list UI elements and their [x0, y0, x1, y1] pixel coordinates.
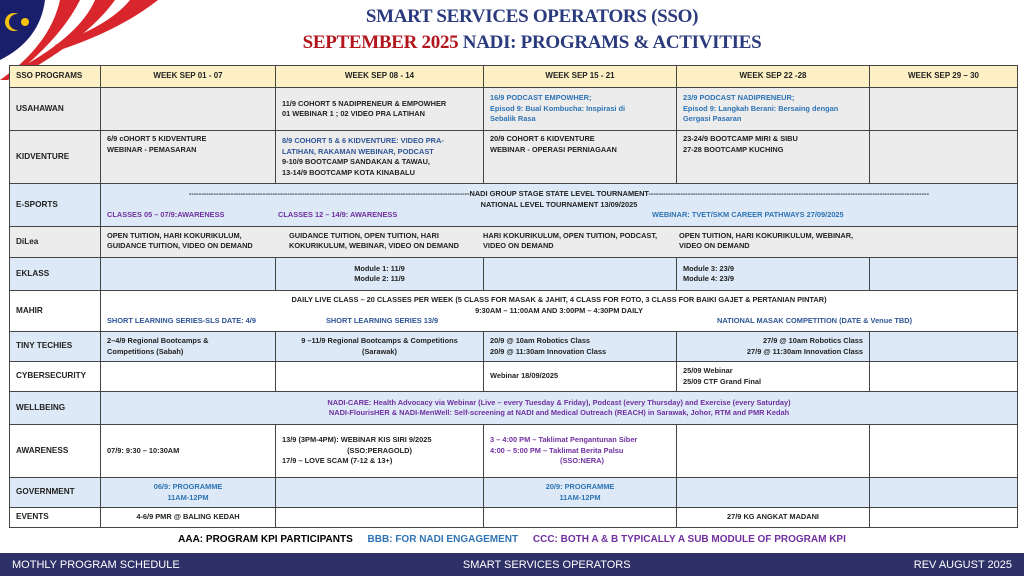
row-label: CYBERSECURITY	[9, 361, 101, 392]
row-label: E-SPORTS	[9, 183, 101, 227]
row-events: EVENTS 4-6/9 PMR @ BALING KEDAH 27/9 KG …	[9, 507, 1018, 528]
row-mahir: MAHIR DAILY LIVE CLASS – 20 CLASSES PER …	[9, 290, 1018, 332]
header-week-3: WEEK SEP 15 - 21	[483, 65, 677, 88]
legend-bbb: BBB: FOR NADI ENGAGEMENT	[367, 534, 519, 545]
cell: 9 –11/9 Regional Bootcamps & Competition…	[275, 331, 484, 362]
row-label: AWARENESS	[9, 424, 101, 478]
cell: 2–4/9 Regional Bootcamps & Competitions (…	[100, 331, 276, 362]
title-line-2: SEPTEMBER 2025 NADI: PROGRAMS & ACTIVITI…	[0, 32, 1024, 54]
cell: 4-6/9 PMR @ BALING KEDAH	[100, 507, 276, 528]
row-label: MAHIR	[9, 290, 101, 332]
cell: 23-24/9 BOOTCAMP MIRI & SIBU 27-28 BOOTCA…	[676, 130, 870, 184]
row-wellbeing: WELLBEING NADI-CARE: Health Advocacy via…	[9, 391, 1018, 425]
row-kidventure: KIDVENTURE 6/9 cOHORT 5 KIDVENTURE WEBINA…	[9, 130, 1018, 184]
header-week-2: WEEK SEP 08 - 14	[275, 65, 484, 88]
cell: Module 1: 11/9 Module 2: 11/9	[275, 257, 484, 291]
cell: 20/9 COHORT 6 KIDVENTURE WEBINAR - OPERAS…	[483, 130, 677, 184]
header-week-1: WEEK SEP 01 - 07	[100, 65, 276, 88]
cell: Module 3: 23/9 Module 4: 23/9	[676, 257, 870, 291]
row-awareness: AWARENESS 07/9: 9:30 – 10:30AM 13/9 (3PM…	[9, 424, 1018, 478]
esports-span-cell: ----------------------------------------…	[100, 183, 1018, 227]
cell: 06/9: PROGRAMME 11AM-12PM	[100, 477, 276, 508]
malaysia-flag-logo	[0, 0, 160, 80]
row-label: DiLea	[9, 226, 101, 258]
cell: 27/9 @ 10am Robotics Class 27/9 @ 11:30am…	[676, 331, 870, 362]
cell: 20/9 @ 10am Robotics Class 20/9 @ 11:30am…	[483, 331, 677, 362]
row-usahawan: USAHAWAN 11/9 COHORT 5 NADIPRENEUR & EMP…	[9, 87, 1018, 131]
mahir-span-cell: DAILY LIVE CLASS – 20 CLASSES PER WEEK (…	[100, 290, 1018, 332]
row-label: TINY TECHIES	[9, 331, 101, 362]
cell: 23/9 PODCAST NADIPRENEUR; Episod 9: Langk…	[676, 87, 870, 131]
footer-right: REV AUGUST 2025	[913, 558, 1012, 571]
cell: 3 – 4:00 PM – Taklimat Pengantunan Siber…	[483, 424, 677, 478]
row-label: EKLASS	[9, 257, 101, 291]
cell: 25/09 Webinar 25/09 CTF Grand Final	[676, 361, 870, 392]
legend-ccc: CCC: BOTH A & B TYPICALLY A SUB MODULE O…	[532, 534, 846, 545]
cell: Webinar 18/09/2025	[483, 361, 677, 392]
row-label: KIDVENTURE	[9, 130, 101, 184]
title-rest: NADI: PROGRAMS & ACTIVITIES	[458, 32, 762, 53]
footer-left: MOTHLY PROGRAM SCHEDULE	[12, 558, 180, 571]
cell: 8/9 COHORT 5 & 6 KIDVENTURE: VIDEO PRA- L…	[275, 130, 484, 184]
legend: AAA: PROGRAM KPI PARTICIPANTS BBB: FOR N…	[0, 534, 1024, 545]
wellbeing-span-cell: NADI-CARE: Health Advocacy via Webinar (…	[100, 391, 1018, 425]
header-programs: SSO PROGRAMS	[9, 65, 101, 88]
title-month: SEPTEMBER 2025	[302, 32, 459, 53]
dilea-cells: OPEN TUITION, HARI KOKURIKULUM, GUIDANCE …	[100, 226, 1018, 258]
header-week-4: WEEK SEP 22 -28	[676, 65, 870, 88]
cell: 27/9 KG ANGKAT MADANI	[676, 507, 870, 528]
cell: 20/9: PROGRAMME 11AM-12PM	[483, 477, 677, 508]
row-label: GOVERNMENT	[9, 477, 101, 508]
row-tiny-techies: TINY TECHIES 2–4/9 Regional Bootcamps & C…	[9, 331, 1018, 362]
title-line-1: SMART SERVICES OPERATORS (SSO)	[365, 6, 699, 27]
header-week-5: WEEK SEP 29 – 30	[869, 65, 1018, 88]
cell: 07/9: 9:30 – 10:30AM	[100, 424, 276, 478]
legend-aaa: AAA: PROGRAM KPI PARTICIPANTS	[178, 534, 353, 545]
cell: 11/9 COHORT 5 NADIPRENEUR & EMPOWHER 01 W…	[275, 87, 484, 131]
footer-center: SMART SERVICES OPERATORS	[462, 558, 631, 571]
header-row: SSO PROGRAMS WEEK SEP 01 - 07 WEEK SEP 0…	[9, 65, 1018, 88]
schedule-table: SSO PROGRAMS WEEK SEP 01 - 07 WEEK SEP 0…	[9, 65, 1018, 528]
cell: 16/9 PODCAST EMPOWHER; Episod 9: Bual Kom…	[483, 87, 677, 131]
row-government: GOVERNMENT 06/9: PROGRAMME 11AM-12PM 20/9…	[9, 477, 1018, 508]
cell: 6/9 cOHORT 5 KIDVENTURE WEBINAR - PEMASAR…	[100, 130, 276, 184]
row-label: WELLBEING	[9, 391, 101, 425]
row-label: USAHAWAN	[9, 87, 101, 131]
row-esports: E-SPORTS -------------------------------…	[9, 183, 1018, 227]
row-eklass: EKLASS Module 1: 11/9 Module 2: 11/9 Modu…	[9, 257, 1018, 291]
row-label: EVENTS	[9, 507, 101, 528]
footer-bar: MOTHLY PROGRAM SCHEDULE SMART SERVICES O…	[0, 553, 1024, 576]
cell: 13/9 (3PM-4PM): WEBINAR KIS SIRI 9/2025(…	[275, 424, 484, 478]
row-dilea: DiLea OPEN TUITION, HARI KOKURIKULUM, GUI…	[9, 226, 1018, 258]
row-cybersecurity: CYBERSECURITY Webinar 18/09/2025 25/09 W…	[9, 361, 1018, 392]
